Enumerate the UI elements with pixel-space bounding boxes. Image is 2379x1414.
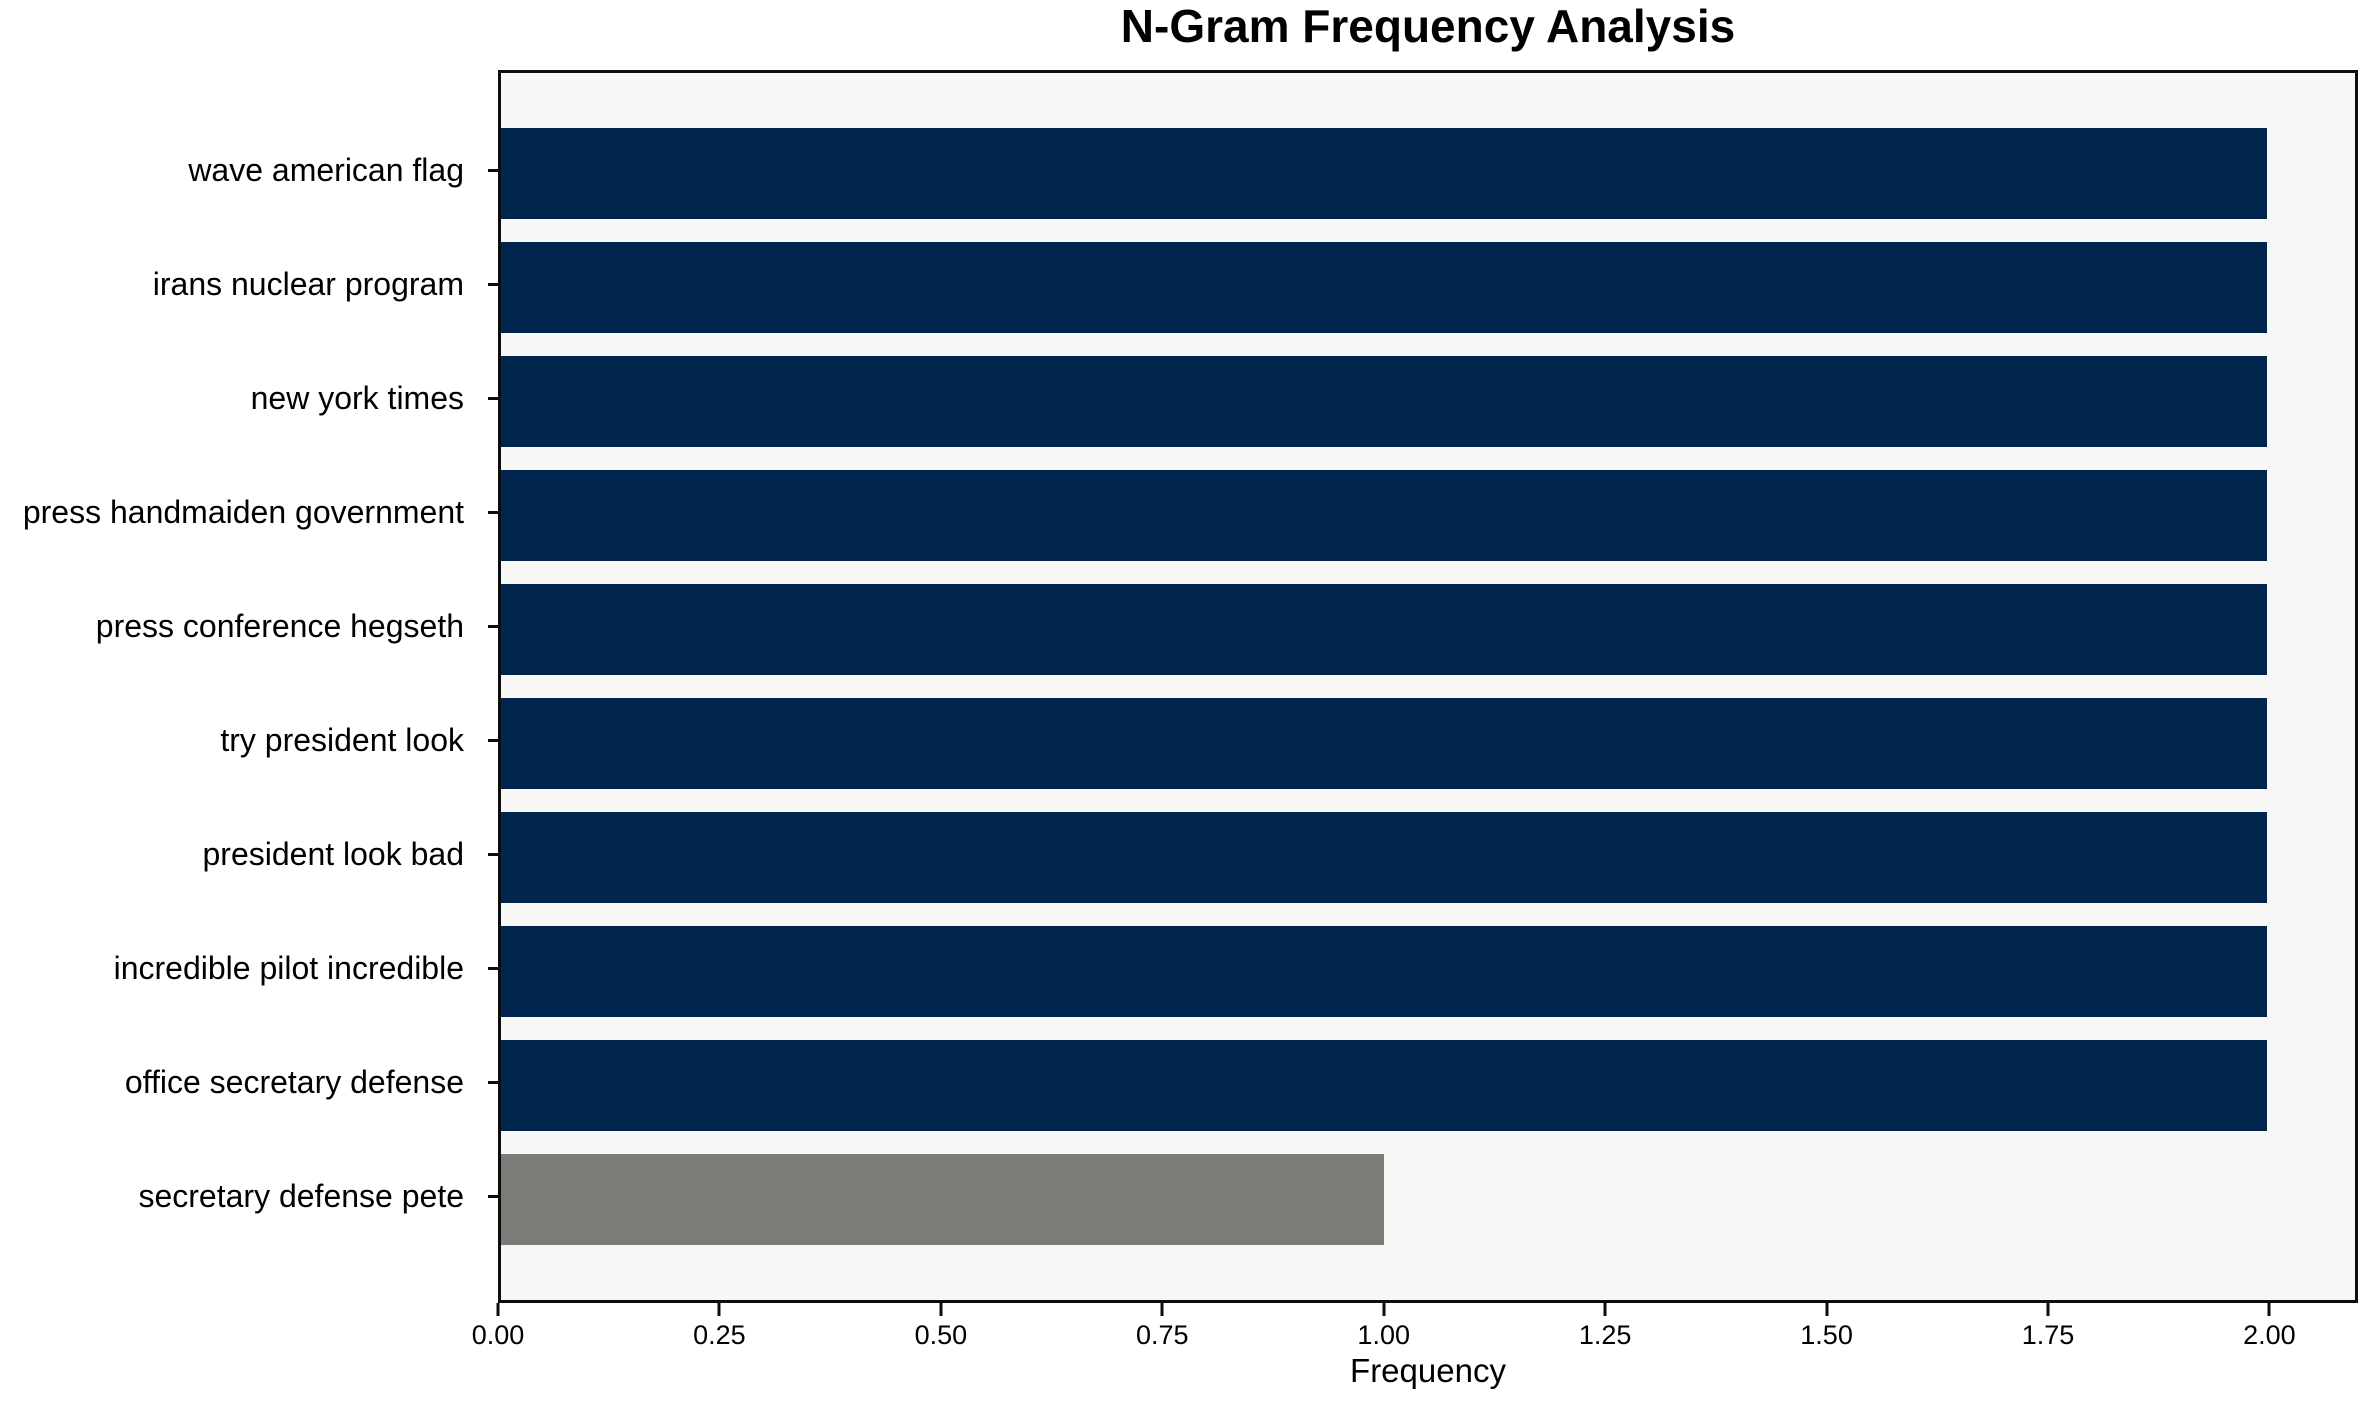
y-tick-mark (488, 625, 498, 628)
bar (501, 1154, 1384, 1245)
y-tick-mark (488, 853, 498, 856)
y-tick-label: office secretary defense (124, 1064, 464, 1100)
bar (501, 812, 2267, 903)
chart-title: N-Gram Frequency Analysis (1120, 0, 1736, 52)
y-tick-label: incredible pilot incredible (113, 950, 464, 986)
x-tick-label: 1.25 (1578, 1320, 1632, 1350)
y-tick-label: press conference hegseth (95, 608, 464, 644)
y-tick-label: irans nuclear program (152, 266, 464, 302)
bar (501, 698, 2267, 789)
bar (501, 1040, 2267, 1131)
x-tick-mark (1160, 1303, 1164, 1316)
y-tick-mark (488, 169, 498, 172)
y-tick-label: new york times (250, 380, 464, 416)
y-tick-mark (488, 511, 498, 514)
y-tick-row: secretary defense pete (0, 1151, 498, 1242)
plot-area (498, 70, 2358, 1303)
y-tick-mark (488, 1081, 498, 1084)
y-tick-mark (488, 283, 498, 286)
x-tick-label: 1.75 (2021, 1320, 2075, 1350)
x-tick-mark (2046, 1303, 2050, 1316)
x-tick-mark (1382, 1303, 1386, 1316)
bar-row (501, 470, 2355, 561)
bar-row (501, 812, 2355, 903)
x-tick-mark (2267, 1303, 2271, 1316)
bar-row (501, 242, 2355, 333)
y-tick-mark (488, 739, 498, 742)
y-tick-row: press conference hegseth (0, 581, 498, 672)
x-axis-ticks: 0.00 0.25 0.50 0.75 1.00 1.25 1.50 1.75 2.00 (472, 1303, 2358, 1373)
bar-row (501, 356, 2355, 447)
x-axis-label: Frequency (1350, 1352, 1506, 1389)
y-tick-row: new york times (0, 353, 498, 444)
x-tick-label: 0.00 (471, 1320, 525, 1350)
x-tick-mark (1825, 1303, 1829, 1316)
bar-row (501, 926, 2355, 1017)
bar (501, 926, 2267, 1017)
y-tick-label: secretary defense pete (138, 1178, 464, 1214)
y-tick-mark (488, 397, 498, 400)
y-axis-labels: wave american flag irans nuclear program n… (0, 70, 498, 1358)
y-tick-row: try president look (0, 695, 498, 786)
y-tick-row: office secretary defense (0, 1037, 498, 1128)
x-tick-label: 0.50 (914, 1320, 968, 1350)
y-tick-label: try president look (220, 722, 464, 758)
x-tick-label: 1.50 (1800, 1320, 1853, 1350)
y-tick-label: wave american flag (188, 152, 464, 188)
x-tick-label: 2.00 (2243, 1320, 2296, 1350)
bar-row (501, 1154, 2355, 1245)
y-tick-row: irans nuclear program (0, 239, 498, 330)
bar (501, 242, 2267, 333)
y-tick-label: press handmaiden government (22, 494, 464, 530)
bar (501, 584, 2267, 675)
x-tick-mark (717, 1303, 721, 1316)
bar-row (501, 698, 2355, 789)
y-tick-row: press handmaiden government (0, 467, 498, 558)
x-tick-mark (1603, 1303, 1607, 1316)
x-tick-mark (939, 1303, 943, 1316)
y-tick-row: president look bad (0, 809, 498, 900)
bars-container (501, 73, 2355, 1300)
x-tick-label: 0.25 (693, 1320, 746, 1350)
y-tick-row: incredible pilot incredible (0, 923, 498, 1014)
bar-row (501, 1040, 2355, 1131)
bar-row (501, 128, 2355, 219)
x-tick-label: 1.00 (1357, 1320, 1410, 1350)
bar (501, 470, 2267, 561)
y-tick-row: wave american flag (0, 125, 498, 216)
x-tick-mark (496, 1303, 500, 1316)
bar (501, 356, 2267, 447)
bar-row (501, 584, 2355, 675)
bar (501, 128, 2267, 219)
y-tick-mark (488, 967, 498, 970)
x-tick-label: 0.75 (1136, 1320, 1189, 1350)
y-tick-label: president look bad (202, 836, 464, 872)
y-tick-mark (488, 1195, 498, 1198)
